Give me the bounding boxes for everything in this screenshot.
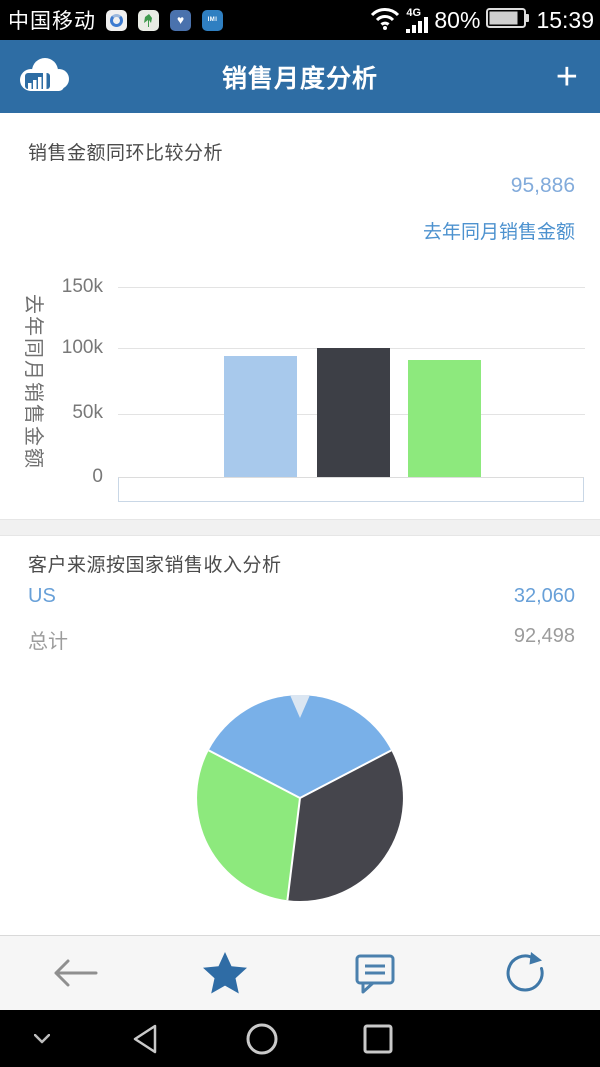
add-button[interactable]: +: [555, 55, 578, 98]
pie-slice[interactable]: [208, 695, 392, 798]
bar-current[interactable]: [224, 356, 297, 477]
imi-app-icon: IMI: [202, 9, 223, 31]
comment-icon[interactable]: [300, 936, 450, 1010]
section-divider: [0, 519, 600, 536]
pie-slice[interactable]: [287, 750, 403, 901]
back-triangle-icon[interactable]: [128, 1010, 162, 1067]
y-tick: 100k: [61, 337, 103, 358]
recents-square-icon[interactable]: [360, 1010, 396, 1067]
app-toolbar: [0, 935, 600, 1010]
signal-bars-icon: 4G: [406, 7, 429, 33]
bar-plot: [118, 287, 585, 477]
table-row[interactable]: US 32,060: [28, 585, 575, 608]
bar-last-year[interactable]: [408, 360, 481, 477]
status-bar: 中国移动 ♥ IMI 4G 80% 1: [0, 0, 600, 40]
hide-chevron-icon[interactable]: [28, 1010, 56, 1067]
android-nav-bar: [0, 1010, 600, 1067]
pie-slice[interactable]: [197, 750, 300, 901]
pie-notch: [290, 695, 310, 718]
x-axis-box: [118, 477, 584, 502]
refresh-icon[interactable]: [450, 936, 600, 1010]
battery-icon: [486, 7, 530, 34]
y-tick: 0: [92, 466, 103, 487]
page-title: 销售月度分析: [221, 64, 378, 93]
notification-icons: ♥ IMI: [106, 9, 223, 31]
section1-title: 销售金额同环比较分析: [28, 143, 224, 164]
plant-app-icon: [138, 9, 159, 31]
pie-slice-separator: [299, 749, 392, 799]
bar-chart[interactable]: 去年同月销售金额 150k 100k 50k 0: [0, 260, 600, 510]
wifi-icon: [370, 6, 400, 35]
carrier-label: 中国移动: [8, 10, 96, 33]
swirl-app-icon: [106, 9, 127, 31]
section2-title: 客户来源按国家销售收入分析: [28, 555, 282, 576]
pie-slice-separator: [286, 797, 301, 901]
pie-slice-separator: [208, 749, 301, 799]
health-app-icon: ♥: [170, 9, 191, 31]
clock-label: 15:39: [536, 6, 594, 33]
pie-chart[interactable]: [0, 692, 600, 904]
row-value: 92,498: [513, 625, 575, 647]
star-icon[interactable]: [150, 936, 300, 1010]
row-label: 总计: [28, 631, 68, 653]
y-tick: 150k: [61, 276, 103, 297]
row-value: 32,060: [513, 585, 575, 607]
battery-percent-label: 80%: [434, 6, 481, 33]
pie-svg[interactable]: [194, 692, 406, 904]
back-arrow-icon[interactable]: [0, 936, 150, 1010]
app-header: 销售月度分析 +: [0, 40, 600, 113]
cloud-analytics-logo[interactable]: [18, 54, 70, 99]
home-circle-icon[interactable]: [244, 1010, 280, 1067]
y-tick: 50k: [72, 402, 103, 423]
metric-link[interactable]: 去年同月销售金额: [422, 222, 575, 243]
row-label: US: [28, 585, 56, 607]
gridline: [118, 287, 585, 288]
table-row: 总计 92,498: [28, 625, 575, 654]
bar-previous[interactable]: [317, 348, 390, 477]
metric-value: 95,886: [510, 174, 575, 197]
